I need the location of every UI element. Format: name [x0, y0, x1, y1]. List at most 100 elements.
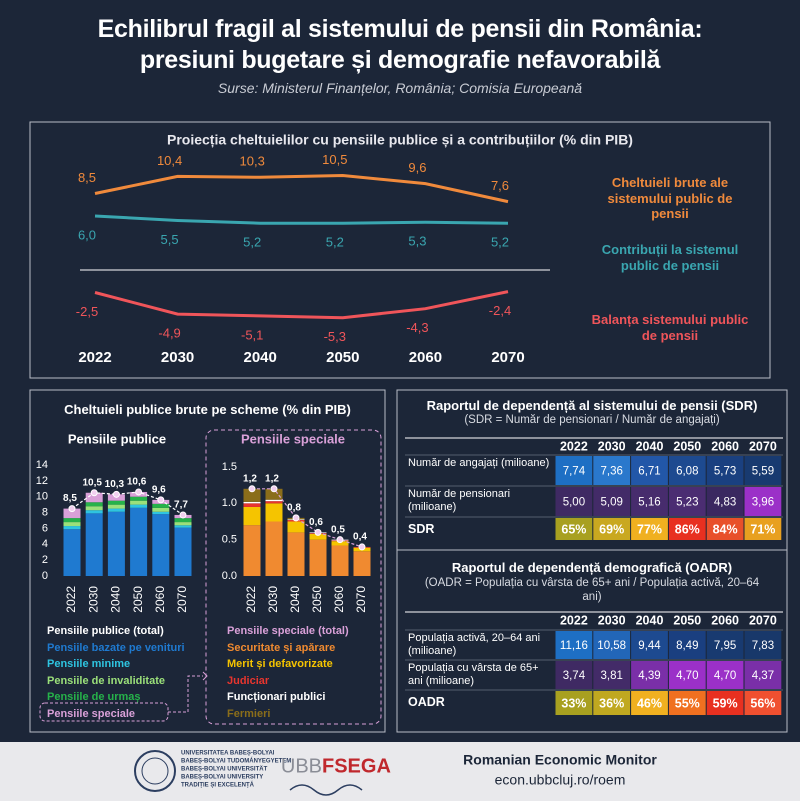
logo-ubb: UBB [281, 755, 322, 777]
cell-value: 11,16 [560, 640, 588, 652]
total-label: 0,6 [309, 517, 323, 528]
data-label: -5,1 [241, 327, 263, 342]
total-dot [292, 514, 300, 522]
cell [593, 518, 631, 540]
total-label: 0,5 [331, 524, 345, 535]
cell-value: 7,74 [563, 466, 586, 478]
logo-signature [289, 784, 363, 796]
bar-segment [331, 545, 349, 576]
total-dot [270, 485, 278, 493]
cell [631, 518, 668, 540]
column-header: 2022 [560, 613, 588, 627]
bar-segment [174, 522, 192, 526]
data-label: 5,3 [408, 234, 426, 249]
cell-value: 71% [750, 522, 775, 536]
bar-segment [130, 496, 148, 501]
cell [668, 518, 706, 540]
bar-segment [243, 503, 261, 507]
row-label: Populația cu vârsta de 65+ ani (milioane… [408, 662, 539, 688]
x-tick-label: 2040 [244, 349, 277, 366]
x-tick-label: 2060 [409, 349, 442, 366]
total-dot [314, 528, 322, 536]
bar-segment [85, 506, 103, 511]
x-tick-label: 2050 [310, 586, 324, 613]
y-tick-label: 1.0 [222, 497, 237, 509]
total-label: 0,4 [353, 532, 367, 543]
cell-value: 77% [637, 522, 662, 536]
legend-entry: Pensiile minime [47, 658, 131, 670]
cell-value: 4,83 [714, 497, 736, 509]
university-line: TRADIȚIE ȘI EXCELENȚĂ [181, 782, 255, 789]
x-tick-label: 2070 [354, 586, 368, 613]
legend-entry: Pensiile publice (total) [47, 625, 164, 637]
panel-title: Cheltuieli publice brute pe scheme (% di… [64, 402, 351, 417]
cell [706, 518, 744, 540]
bar-segment [353, 551, 371, 576]
university-line: BABEȘ-BOLYAI UNIVERSITÄT [181, 766, 268, 773]
cell-value: 56% [750, 696, 775, 710]
x-tick-label: 2070 [175, 586, 189, 613]
schemes-panel [29, 389, 386, 733]
cell-value: 4,37 [752, 670, 774, 682]
cell-value: 7,95 [714, 640, 736, 652]
cell-value: 84% [713, 522, 738, 536]
column-header: 2040 [636, 439, 664, 453]
column-header: 2060 [711, 439, 739, 453]
total-label: 9,6 [152, 485, 166, 496]
total-label: 1,2 [265, 473, 279, 484]
cell [555, 487, 593, 516]
x-tick-label: 2030 [86, 586, 100, 613]
y-tick-label: 4 [42, 538, 48, 550]
total-line [71, 491, 184, 516]
y-tick-label: 10 [36, 491, 48, 503]
legend-entry: Securitate și apărare [227, 641, 336, 654]
series-line [94, 214, 509, 225]
row-label: Număr de pensionari (milioane) [408, 488, 511, 514]
cell-value: 69% [599, 522, 624, 536]
cell-value: 33% [561, 696, 586, 710]
legend-entry: Cheltuieli brute ale sistemului public d… [607, 175, 733, 222]
cell [555, 691, 593, 715]
total-label: 1,2 [243, 473, 257, 484]
x-tick-label: 2022 [64, 586, 78, 613]
bar-segment [174, 527, 192, 576]
cell [631, 661, 668, 689]
cell [593, 631, 631, 659]
x-tick-label: 2040 [288, 586, 302, 613]
bar-segment [309, 539, 327, 576]
bar-segment [265, 488, 283, 500]
row-label: SDR [408, 522, 435, 536]
university-line: BABEȘ-BOLYAI UNIVERSITY [181, 775, 263, 781]
data-label: -4,9 [158, 326, 180, 341]
chart-title: Proiecția cheltuielilor cu pensiile publ… [167, 132, 633, 148]
total-label: 8,5 [63, 493, 77, 504]
cell-value: 4,70 [676, 670, 698, 682]
legend-entry: Pensiile de urmaș [47, 691, 141, 703]
source: Surse: Ministerul Finanțelor, România; C… [217, 80, 583, 96]
cell [668, 631, 706, 659]
legend-entry: Contribuții la sistemul public de pensii [601, 242, 739, 273]
y-tick-label: 0 [42, 570, 48, 582]
x-tick-label: 2040 [109, 586, 123, 613]
data-label: 7,6 [491, 178, 509, 193]
table-subtitle: (OADR = Populația cu vârsta de 65+ ani /… [424, 577, 760, 603]
series-line [94, 290, 509, 320]
cell-value: 3,96 [752, 497, 774, 509]
bar-segment [287, 521, 305, 533]
legend-highlight [39, 702, 169, 722]
bar-segment [152, 503, 170, 508]
projection-panel [29, 121, 771, 379]
cell [706, 456, 744, 485]
bar-segment [309, 533, 327, 540]
bar-segment [85, 502, 103, 507]
bar-segment [243, 488, 261, 502]
cell-value: 10,58 [597, 640, 626, 652]
cell-value: 9,44 [638, 640, 661, 652]
legend-entry: Fermieri [227, 707, 271, 720]
bar-segment [63, 526, 81, 530]
bar-segment [85, 513, 103, 576]
total-line [252, 488, 363, 548]
bar-segment [152, 511, 170, 515]
data-label: 9,6 [408, 160, 426, 175]
